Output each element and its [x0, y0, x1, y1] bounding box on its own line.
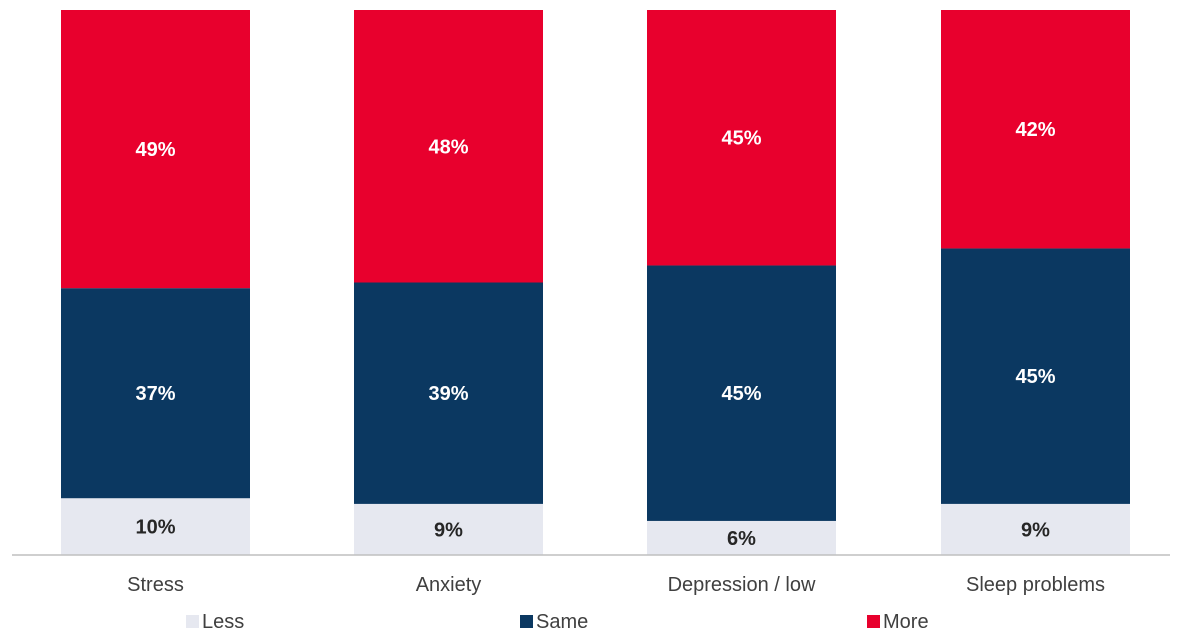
data-label-more-anxiety: 48%	[428, 136, 468, 158]
bar-same-sleep-problems	[941, 248, 1130, 504]
bar-less-depression-low	[647, 520, 836, 555]
data-label-more-stress: 49%	[135, 139, 175, 161]
bar-same-stress	[61, 288, 250, 499]
bar-less-anxiety	[354, 503, 543, 555]
bar-same-anxiety	[354, 282, 543, 504]
legend: Less Same More	[186, 611, 929, 633]
legend-swatch-same	[520, 615, 533, 628]
data-label-less-anxiety: 9%	[434, 519, 463, 541]
bar-more-stress	[61, 10, 250, 289]
category-label-depression-low: Depression / low	[668, 574, 816, 596]
legend-label-less: Less	[202, 611, 244, 633]
data-label-less-stress: 10%	[135, 517, 175, 539]
legend-swatch-more	[867, 615, 880, 628]
bar-more-depression-low	[647, 10, 836, 266]
data-label-more-depression-low: 45%	[721, 128, 761, 150]
bar-more-anxiety	[354, 10, 543, 283]
bar-more-sleep-problems	[941, 10, 1130, 249]
data-label-same-stress: 37%	[135, 383, 175, 405]
legend-label-same: Same	[536, 611, 588, 633]
data-label-same-sleep-problems: 45%	[1015, 366, 1055, 388]
category-label-stress: Stress	[127, 574, 184, 596]
category-label-anxiety: Anxiety	[416, 574, 482, 596]
category-labels: Stress Anxiety Depression / low Sleep probl…	[127, 574, 1105, 596]
data-label-less-sleep-problems: 9%	[1021, 519, 1050, 541]
bars-group: 10% 37% 49% 9% 39% 48% 6% 45% 45% 9% 45% 42%	[61, 10, 1130, 555]
bar-same-depression-low	[647, 265, 836, 521]
data-label-same-anxiety: 39%	[428, 383, 468, 405]
bar-less-stress	[61, 498, 250, 555]
bar-less-sleep-problems	[941, 503, 1130, 555]
legend-label-more: More	[883, 611, 929, 633]
data-label-less-depression-low: 6%	[727, 528, 756, 550]
legend-swatch-less	[186, 615, 199, 628]
data-label-same-depression-low: 45%	[721, 383, 761, 405]
category-label-sleep-problems: Sleep problems	[966, 574, 1105, 596]
data-label-more-sleep-problems: 42%	[1015, 119, 1055, 141]
